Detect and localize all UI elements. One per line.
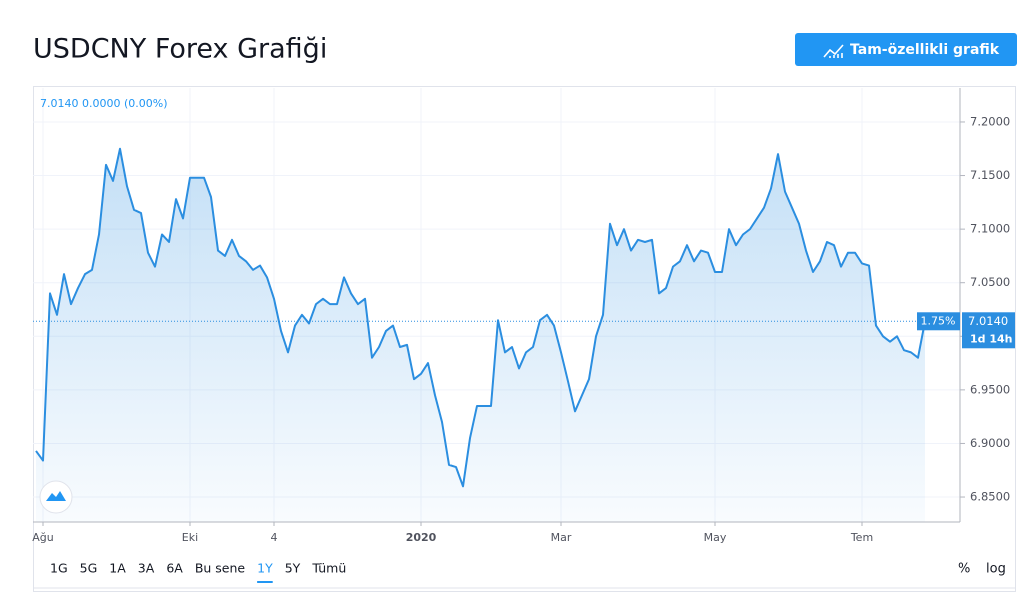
line — [35, 147, 926, 488]
range-button[interactable]: 1Y — [257, 561, 273, 576]
page-title: USDCNY Forex Grafiği — [33, 34, 327, 65]
y-tick-label: 7.1000 — [970, 222, 1010, 236]
range-button[interactable]: 1G — [50, 561, 68, 576]
y-tick-label: 7.2000 — [970, 114, 1010, 128]
area — [36, 148, 925, 522]
x-tick-label: Eki — [182, 531, 198, 544]
range-button[interactable]: Bu sene — [195, 561, 246, 576]
price-badge: 7.0140 — [968, 314, 1008, 328]
countdown-badge: 1d 14h — [970, 332, 1013, 345]
scale-option[interactable]: % — [958, 562, 970, 577]
scale-option[interactable]: log — [986, 562, 1006, 577]
y-tick-label: 7.1500 — [970, 168, 1010, 182]
x-tick-label: Ağu — [32, 531, 53, 544]
widget-frame — [33, 86, 1016, 592]
y-tick-label: 6.9500 — [970, 382, 1010, 396]
logo-mark[interactable] — [46, 491, 66, 501]
plot — [33, 88, 960, 522]
range-button[interactable]: 3A — [138, 561, 155, 576]
change-badge-bg — [917, 312, 960, 331]
x-tick-label: Mar — [551, 531, 572, 544]
x-tick-label: May — [704, 531, 727, 544]
y-tick-label: 6.8500 — [970, 490, 1010, 504]
button-label[interactable]: Tam-özellikli grafik — [850, 42, 1000, 58]
range-button[interactable]: 6A — [166, 561, 183, 576]
change-badge: 1.75% — [921, 314, 956, 327]
y-tick-label: 7.0500 — [970, 275, 1010, 289]
range-button[interactable]: 5G — [80, 561, 98, 576]
x-tick-label: Tem — [850, 531, 873, 544]
button-bg[interactable] — [795, 33, 1017, 66]
button-icon[interactable] — [823, 44, 844, 58]
range-button[interactable]: 1A — [109, 561, 126, 576]
price-badge-bg — [962, 312, 1015, 349]
legend-text: 7.0140 0.0000 (0.00%) — [40, 97, 168, 110]
logo[interactable] — [39, 480, 73, 514]
full-chart-button[interactable]: Tam-özellikli grafik — [795, 33, 1017, 66]
x-tick-label: 2020 — [406, 531, 437, 544]
y-tick-label: 6.9000 — [970, 436, 1010, 450]
range-button[interactable]: 5Y — [285, 561, 301, 576]
range-button[interactable]: Tümü — [311, 561, 346, 576]
x-tick-label: 4 — [271, 531, 278, 544]
